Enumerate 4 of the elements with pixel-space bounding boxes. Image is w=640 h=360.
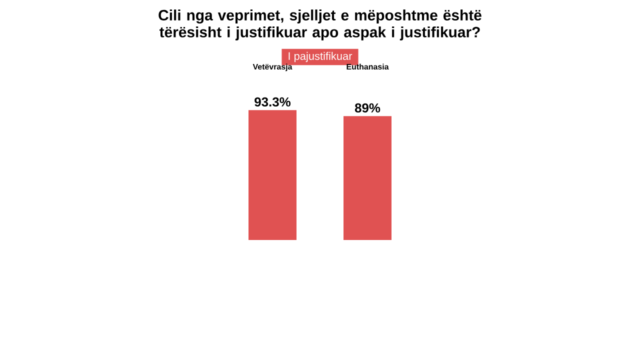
data-label: 93.3% xyxy=(254,97,291,107)
chart-title: Cili nga veprimet, sjelljet e mëposhtme është tërësisht i justifikuar apo aspak i justifikuar? xyxy=(158,10,482,40)
text: I pajustifikuar xyxy=(288,52,352,62)
data-label: 89% xyxy=(354,103,380,113)
